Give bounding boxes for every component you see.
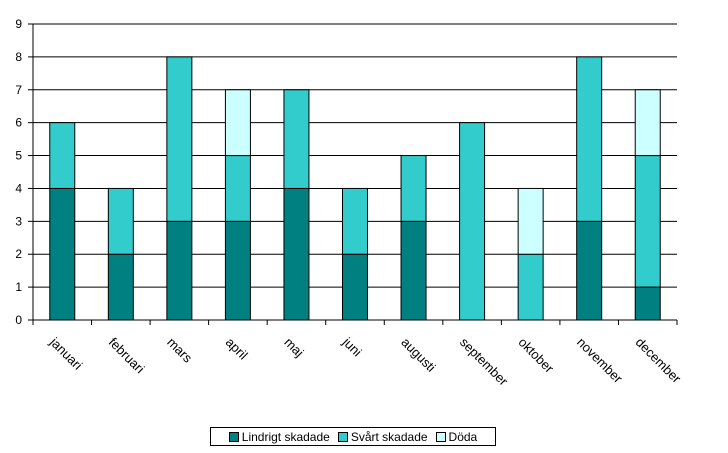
bar-segment <box>107 253 134 321</box>
y-tick-label: 6 <box>15 116 22 130</box>
bar-segment <box>517 187 544 255</box>
x-tick-label: juni <box>339 334 365 360</box>
bar-segment <box>342 187 368 255</box>
x-tick-label: maj <box>281 335 306 360</box>
legend: Lindrigt skadade Svårt skadade Döda <box>210 427 496 446</box>
y-tick-label: 5 <box>15 149 22 163</box>
bar-segment <box>107 187 134 255</box>
bar-segment <box>49 187 76 321</box>
bar-segment <box>400 155 427 222</box>
y-tick-label: 4 <box>15 181 22 195</box>
x-tick-label: oktober <box>516 335 558 377</box>
y-tick-label: 8 <box>15 50 22 64</box>
bar-segment <box>576 56 603 222</box>
bar-segment <box>166 56 193 222</box>
legend-swatch <box>228 431 239 442</box>
gridlines <box>33 23 677 288</box>
x-tick-label: september <box>457 335 512 390</box>
bar-segment <box>224 155 251 222</box>
x-tick-label: november <box>574 335 626 387</box>
legend-swatch <box>435 431 446 442</box>
legend-item: Döda <box>435 429 478 444</box>
x-tick-label: januari <box>46 334 85 373</box>
bar-segment <box>634 286 661 321</box>
bar-segment <box>342 253 368 321</box>
bar-segment <box>517 253 544 321</box>
x-tick-label: februari <box>106 335 148 377</box>
y-tick-label: 7 <box>15 83 22 97</box>
bar-segment <box>166 220 193 321</box>
y-tick-label: 1 <box>15 280 22 294</box>
bar-segment <box>224 220 251 321</box>
bar-segment <box>283 89 310 189</box>
x-axis-ticks <box>32 320 678 325</box>
stacked-bar-chart: 0 1 2 3 4 5 6 7 8 9 januari februari mars april maj ju… <box>15 17 684 389</box>
bar-segment <box>634 89 661 157</box>
bar-segment <box>459 122 486 321</box>
bar-segment <box>634 155 661 288</box>
bar-segment <box>224 89 251 157</box>
y-tick-label: 0 <box>15 313 22 327</box>
y-axis-ticks: 0 1 2 3 4 5 6 7 8 9 <box>15 17 33 327</box>
legend-item: Lindrigt skadade <box>228 429 330 444</box>
x-tick-label: augusti <box>398 335 438 375</box>
legend-label: Lindrigt skadade <box>241 429 330 444</box>
bar-segment <box>283 187 310 321</box>
x-axis-labels: januari februari mars april maj juni augusti se… <box>46 334 684 389</box>
bar-segment <box>576 220 603 321</box>
y-tick-label: 2 <box>15 247 22 261</box>
y-tick-label: 9 <box>15 17 22 31</box>
bars <box>49 56 661 321</box>
legend-item: Svårt skadade <box>337 429 428 444</box>
bar-segment <box>400 220 427 321</box>
legend-swatch <box>337 431 348 442</box>
x-tick-label: mars <box>164 335 195 366</box>
x-tick-label: april <box>223 335 251 363</box>
x-tick-label: december <box>633 335 685 387</box>
legend-label: Svårt skadade <box>350 429 428 444</box>
legend-label: Döda <box>448 429 478 444</box>
bar-segment <box>49 122 76 189</box>
y-tick-label: 3 <box>15 214 22 228</box>
